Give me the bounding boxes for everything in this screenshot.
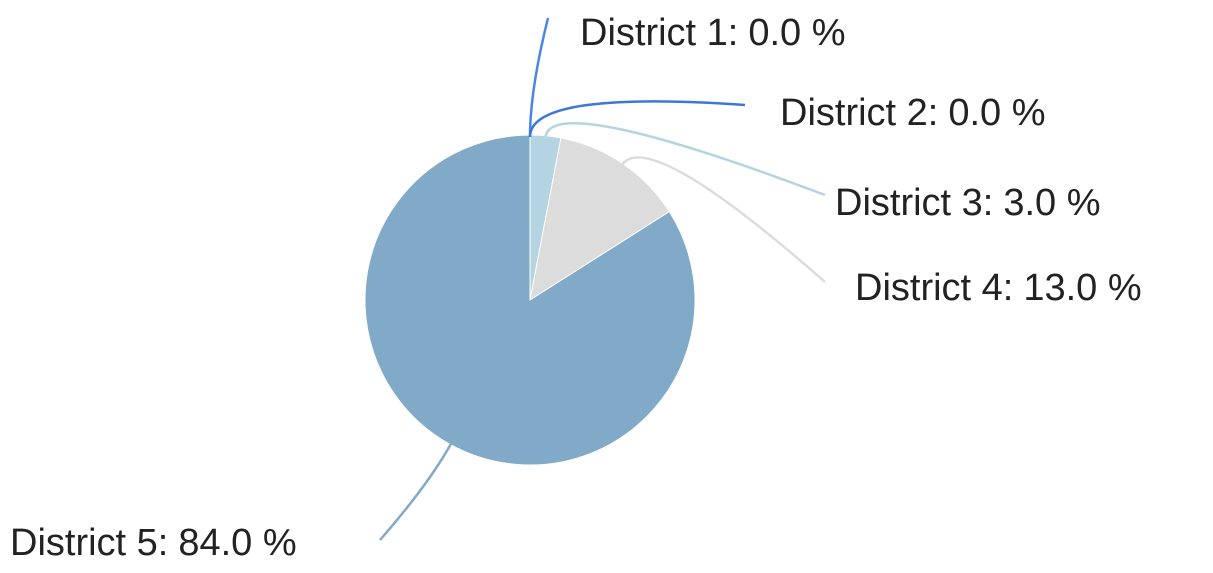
data-label: District 5: 84.0 %	[10, 522, 297, 564]
value-label: 0.0 %	[948, 92, 1045, 134]
leader-line	[620, 156, 826, 283]
category-label: District 2:	[780, 92, 938, 134]
leader-line	[544, 122, 826, 197]
leader-line	[528, 17, 550, 138]
category-label: District 3:	[835, 182, 993, 224]
data-label: District 3: 3.0 %	[835, 182, 1101, 224]
data-label: District 2: 0.0 %	[780, 92, 1046, 134]
category-label: District 1:	[580, 12, 738, 54]
leader-line	[528, 100, 746, 138]
leader-line	[379, 442, 453, 541]
value-label: 0.0 %	[748, 12, 845, 54]
category-label: District 5:	[10, 522, 168, 564]
data-label: District 4: 13.0 %	[855, 267, 1142, 309]
data-label: District 1: 0.0 %	[580, 12, 846, 54]
value-label: 84.0 %	[178, 522, 296, 564]
value-label: 3.0 %	[1003, 182, 1100, 224]
category-label: District 4:	[855, 267, 1013, 309]
value-label: 13.0 %	[1023, 267, 1141, 309]
